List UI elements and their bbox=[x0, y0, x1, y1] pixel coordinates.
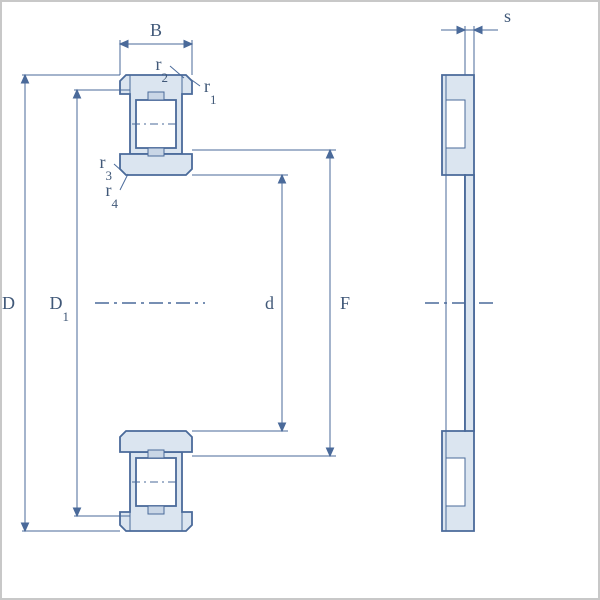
label-d: d bbox=[265, 293, 274, 313]
frame bbox=[1, 1, 599, 599]
inner-ring-top bbox=[120, 154, 192, 175]
label-D: D bbox=[2, 293, 15, 313]
label-F: F bbox=[340, 293, 350, 313]
right-inner-face bbox=[465, 175, 474, 431]
cage-bot-out bbox=[148, 506, 164, 514]
label-B: B bbox=[150, 20, 162, 40]
bearing-diagram: DD1dFBsr2r1r3r4 bbox=[0, 0, 600, 600]
cage-bot-in bbox=[148, 450, 164, 458]
cage-top-in bbox=[148, 148, 164, 156]
label-s: s bbox=[504, 6, 511, 26]
right-roller-top bbox=[446, 100, 465, 148]
cage-top-out bbox=[148, 92, 164, 100]
inner-ring-bot bbox=[120, 431, 192, 452]
right-roller-bot bbox=[446, 458, 465, 506]
